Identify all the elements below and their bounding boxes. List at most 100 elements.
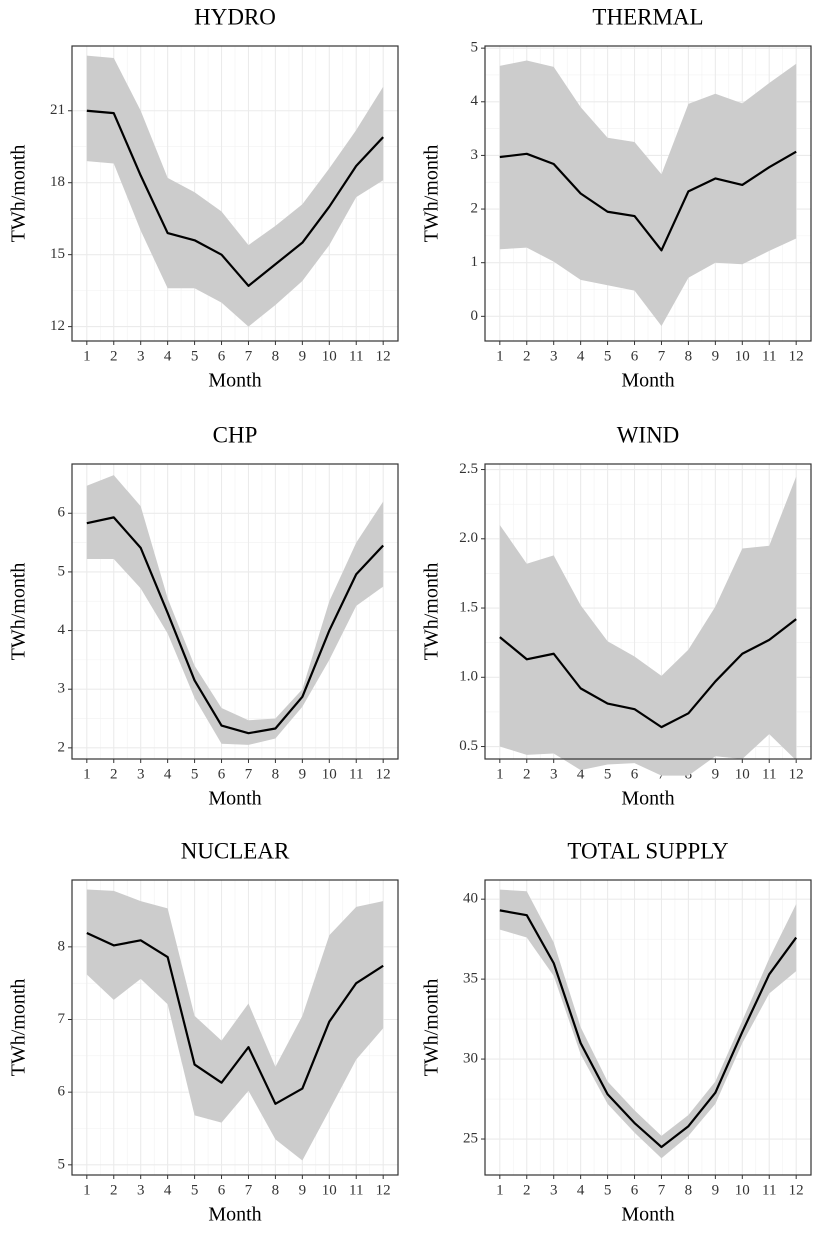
mean-line bbox=[86, 932, 384, 1105]
y-tick-label: 6 bbox=[58, 1084, 66, 1100]
x-tick-label: 8 bbox=[272, 766, 280, 782]
y-axis-title: TWh/month bbox=[8, 145, 30, 243]
x-tick-label: 3 bbox=[550, 1182, 558, 1198]
x-tick-label: 7 bbox=[245, 1182, 253, 1198]
x-tick-label: 4 bbox=[164, 766, 172, 782]
panel-title: CHP bbox=[213, 422, 258, 447]
panel-title: WIND bbox=[617, 422, 680, 447]
x-tick-label: 1 bbox=[496, 1182, 504, 1198]
x-tick-label: 5 bbox=[191, 766, 199, 782]
x-tick-label: 12 bbox=[789, 766, 804, 782]
y-tick-label: 1.0 bbox=[459, 669, 478, 685]
x-tick-label: 2 bbox=[110, 348, 118, 364]
range-band bbox=[499, 476, 797, 776]
x-tick-label: 1 bbox=[496, 766, 504, 782]
x-tick-label: 10 bbox=[322, 1182, 337, 1198]
panel-border bbox=[71, 45, 399, 342]
x-tick-label: 11 bbox=[349, 348, 363, 364]
x-tick-label: 1 bbox=[83, 1182, 91, 1198]
y-tick-label: 35 bbox=[463, 971, 478, 987]
x-tick-label: 12 bbox=[789, 1182, 804, 1198]
x-tick-label: 9 bbox=[299, 766, 307, 782]
x-tick-label: 6 bbox=[631, 766, 639, 782]
x-tick-label: 12 bbox=[376, 1182, 391, 1198]
x-tick-label: 2 bbox=[110, 766, 118, 782]
x-tick-label: 4 bbox=[164, 1182, 172, 1198]
y-axis-title: TWh/month bbox=[421, 563, 443, 661]
x-tick-label: 6 bbox=[631, 1182, 639, 1198]
x-tick-label: 12 bbox=[376, 766, 391, 782]
x-tick-label: 11 bbox=[349, 1182, 363, 1198]
x-tick-label: 9 bbox=[299, 348, 307, 364]
x-tick-label: 1 bbox=[83, 348, 91, 364]
x-tick-label: 2 bbox=[110, 1182, 118, 1198]
x-tick-label: 4 bbox=[577, 1182, 585, 1198]
x-tick-label: 8 bbox=[685, 1182, 693, 1198]
y-tick-label: 1.5 bbox=[459, 599, 478, 615]
x-tick-label: 3 bbox=[550, 766, 558, 782]
y-tick-label: 3 bbox=[58, 681, 66, 697]
x-tick-label: 5 bbox=[191, 348, 199, 364]
x-tick-label: 2 bbox=[523, 348, 531, 364]
y-tick-label: 5 bbox=[58, 1156, 66, 1172]
y-axis-title: TWh/month bbox=[421, 145, 443, 243]
x-tick-label: 3 bbox=[137, 1182, 145, 1198]
x-tick-label: 7 bbox=[245, 766, 253, 782]
y-tick-label: 2 bbox=[58, 739, 66, 755]
x-tick-label: 6 bbox=[218, 348, 226, 364]
x-tick-label: 5 bbox=[604, 348, 612, 364]
x-axis-title: Month bbox=[621, 788, 674, 810]
x-tick-label: 8 bbox=[272, 1182, 280, 1198]
y-tick-label: 2 bbox=[471, 200, 479, 216]
x-tick-label: 3 bbox=[137, 766, 145, 782]
x-tick-label: 12 bbox=[789, 348, 804, 364]
x-tick-label: 7 bbox=[658, 348, 666, 364]
x-tick-label: 1 bbox=[496, 348, 504, 364]
mean-line bbox=[499, 618, 797, 729]
panel-title: NUCLEAR bbox=[181, 838, 290, 863]
panel: WIND0.51.01.52.02.5123456789101112MonthT… bbox=[421, 422, 812, 810]
x-axis-title: Month bbox=[621, 370, 674, 392]
x-tick-label: 9 bbox=[712, 1182, 720, 1198]
panel-border bbox=[71, 879, 399, 1176]
x-axis-title: Month bbox=[208, 788, 261, 810]
x-tick-label: 10 bbox=[322, 348, 337, 364]
mean-line bbox=[499, 150, 797, 252]
x-tick-label: 8 bbox=[685, 348, 693, 364]
y-tick-label: 0.5 bbox=[459, 738, 478, 754]
y-tick-label: 5 bbox=[58, 563, 66, 579]
x-tick-label: 7 bbox=[658, 1182, 666, 1198]
y-tick-label: 21 bbox=[50, 102, 65, 118]
x-axis-title: Month bbox=[621, 1204, 674, 1226]
range-band bbox=[499, 889, 797, 1159]
range-band bbox=[499, 60, 797, 326]
y-tick-label: 18 bbox=[50, 174, 65, 190]
x-axis-title: Month bbox=[208, 370, 261, 392]
y-tick-label: 5 bbox=[471, 40, 479, 56]
x-tick-label: 4 bbox=[577, 766, 585, 782]
y-tick-label: 8 bbox=[58, 938, 66, 954]
x-tick-label: 5 bbox=[191, 1182, 199, 1198]
y-tick-label: 12 bbox=[50, 318, 65, 334]
x-tick-label: 9 bbox=[712, 766, 720, 782]
y-tick-label: 30 bbox=[463, 1051, 478, 1067]
y-axis-title: TWh/month bbox=[8, 563, 30, 661]
x-tick-label: 11 bbox=[762, 766, 776, 782]
y-tick-label: 40 bbox=[463, 891, 478, 907]
x-axis-title: Month bbox=[208, 1204, 261, 1226]
panel-title: TOTAL SUPPLY bbox=[567, 838, 729, 863]
y-axis-title: TWh/month bbox=[421, 979, 443, 1077]
panel-title: THERMAL bbox=[592, 4, 703, 29]
x-tick-label: 5 bbox=[604, 1182, 612, 1198]
y-tick-label: 1 bbox=[471, 254, 479, 270]
y-tick-label: 2.0 bbox=[459, 530, 478, 546]
y-tick-label: 3 bbox=[471, 147, 479, 163]
x-tick-label: 6 bbox=[218, 766, 226, 782]
x-tick-label: 10 bbox=[735, 348, 750, 364]
x-tick-label: 10 bbox=[735, 1182, 750, 1198]
x-tick-label: 7 bbox=[245, 348, 253, 364]
y-axis-title: TWh/month bbox=[8, 979, 30, 1077]
